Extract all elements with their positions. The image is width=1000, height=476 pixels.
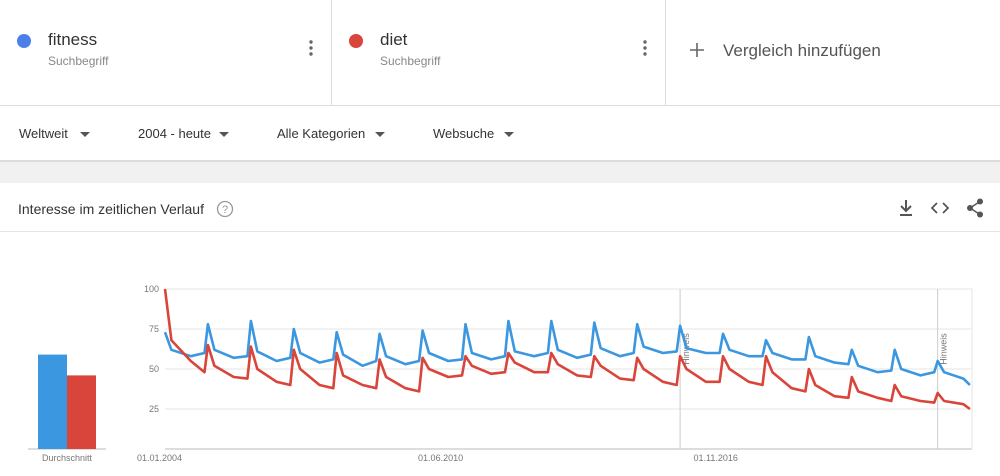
filter-label: Weltweit: [19, 126, 68, 141]
add-label: Vergleich hinzufügen: [723, 41, 881, 60]
series-line: [163, 319, 971, 386]
help-icon[interactable]: ?: [216, 200, 234, 218]
section-title: Interesse im zeitlichen Verlauf ?: [18, 200, 234, 218]
filter[interactable]: Weltweit: [19, 126, 90, 141]
y-tick-label: 75: [149, 324, 159, 334]
dropdown-arrow: [374, 132, 385, 137]
annotation-label: Hinweis: [939, 333, 949, 365]
filter-label: 2004 - heute: [138, 126, 212, 141]
x-tick-label: 01.11.2016: [694, 453, 738, 463]
embed-icon[interactable]: [931, 201, 949, 215]
add-compare[interactable]: Vergleich hinzufügen: [666, 0, 1000, 105]
filter-bar: Weltweit 2004 - heute Alle Kategorien We…: [0, 106, 1000, 162]
y-tick-label: 50: [149, 364, 159, 374]
term-sub: Suchbegriff: [380, 54, 441, 68]
filter-label: Alle Kategorien: [277, 126, 366, 141]
term-card[interactable]: fitness Suchbegriff: [0, 0, 332, 105]
dropdown-arrow: [503, 132, 514, 137]
average-label: Durchschnitt: [42, 453, 93, 463]
share-icon[interactable]: [966, 198, 984, 218]
term-name: diet: [380, 30, 408, 49]
download-icon[interactable]: [898, 199, 914, 217]
y-tick-label: 25: [149, 404, 159, 414]
term-card[interactable]: diet Suchbegriff: [332, 0, 666, 105]
svg-text:?: ?: [222, 204, 228, 216]
average-bar: [67, 375, 96, 449]
series-line: [163, 288, 971, 411]
chart: 25 50 75 100 01.01.2004 01.06.2010 01.11.2016 H…: [28, 284, 973, 463]
menu-icon[interactable]: [309, 40, 313, 56]
dropdown-arrow: [218, 132, 229, 137]
y-tick-label: 100: [144, 284, 159, 294]
dropdown-arrow: [79, 132, 90, 137]
terms-bar: fitness Suchbegriff diet Suchbegriff Ver…: [0, 0, 1000, 106]
separator: [0, 231, 1000, 232]
x-tick-label: 01.06.2010: [418, 453, 463, 463]
menu-icon[interactable]: [643, 40, 647, 56]
term-dot: [349, 34, 363, 48]
x-tick-label: 01.01.2004: [137, 453, 182, 463]
filter-label: Websuche: [433, 126, 495, 141]
divider-band: [0, 162, 1000, 183]
filter[interactable]: Websuche: [433, 126, 514, 141]
filter[interactable]: Alle Kategorien: [277, 126, 385, 141]
filter[interactable]: 2004 - heute: [138, 126, 229, 141]
term-name: fitness: [48, 30, 98, 49]
term-dot: [17, 34, 31, 48]
plus-icon: [690, 43, 704, 57]
average-bar: [38, 354, 67, 449]
section-title-text: Interesse im zeitlichen Verlauf: [18, 201, 204, 217]
term-sub: Suchbegriff: [48, 54, 109, 68]
